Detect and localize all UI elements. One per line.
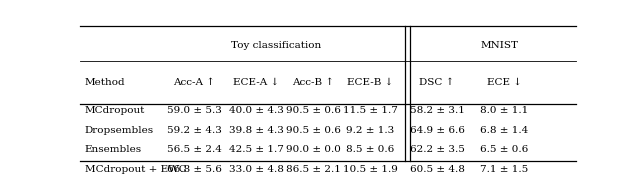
Text: ECE-A ↓: ECE-A ↓ [233,78,279,87]
Text: MCdropout + EWC: MCdropout + EWC [85,165,187,173]
Text: 8.0 ± 1.1: 8.0 ± 1.1 [480,106,528,115]
Text: 42.5 ± 1.7: 42.5 ± 1.7 [228,145,284,154]
Text: DSC ↑: DSC ↑ [419,78,455,87]
Text: Acc-A ↑: Acc-A ↑ [173,78,215,87]
Text: 10.5 ± 1.9: 10.5 ± 1.9 [343,165,397,173]
Text: 86.5 ± 2.1: 86.5 ± 2.1 [285,165,340,173]
Text: 90.0 ± 0.0: 90.0 ± 0.0 [285,145,340,154]
Text: MNIST: MNIST [480,41,518,50]
Text: 6.8 ± 1.4: 6.8 ± 1.4 [480,126,528,135]
Text: 8.5 ± 0.6: 8.5 ± 0.6 [346,145,394,154]
Text: Ensembles: Ensembles [85,145,142,154]
Text: Dropsembles: Dropsembles [85,126,154,135]
Text: 66.8 ± 5.6: 66.8 ± 5.6 [166,165,221,173]
Text: Acc-B ↑: Acc-B ↑ [292,78,334,87]
Text: 40.0 ± 4.3: 40.0 ± 4.3 [228,106,284,115]
Text: 9.2 ± 1.3: 9.2 ± 1.3 [346,126,394,135]
Text: 11.5 ± 1.7: 11.5 ± 1.7 [343,106,397,115]
Text: 39.8 ± 4.3: 39.8 ± 4.3 [228,126,284,135]
Text: 58.2 ± 3.1: 58.2 ± 3.1 [410,106,465,115]
Text: 62.2 ± 3.5: 62.2 ± 3.5 [410,145,465,154]
Text: 33.0 ± 4.8: 33.0 ± 4.8 [228,165,284,173]
Text: 60.5 ± 4.8: 60.5 ± 4.8 [410,165,465,173]
Text: 64.9 ± 6.6: 64.9 ± 6.6 [410,126,465,135]
Text: ECE ↓: ECE ↓ [486,78,522,87]
Text: 59.2 ± 4.3: 59.2 ± 4.3 [166,126,221,135]
Text: 59.0 ± 5.3: 59.0 ± 5.3 [166,106,221,115]
Text: 7.1 ± 1.5: 7.1 ± 1.5 [480,165,528,173]
Text: ECE-B ↓: ECE-B ↓ [347,78,394,87]
Text: MCdropout: MCdropout [85,106,145,115]
Text: 90.5 ± 0.6: 90.5 ± 0.6 [285,126,340,135]
Text: Toy classification: Toy classification [231,41,321,50]
Text: Method: Method [85,78,125,87]
Text: 90.5 ± 0.6: 90.5 ± 0.6 [285,106,340,115]
Text: 6.5 ± 0.6: 6.5 ± 0.6 [480,145,528,154]
Text: 56.5 ± 2.4: 56.5 ± 2.4 [166,145,221,154]
